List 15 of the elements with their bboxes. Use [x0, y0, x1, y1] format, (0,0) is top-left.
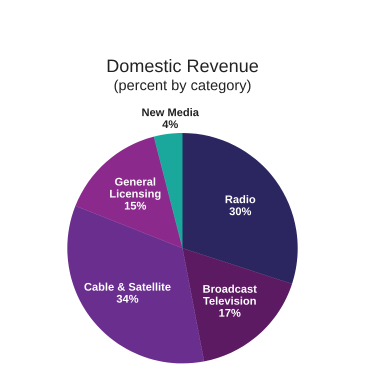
- data-label: 34%: [116, 294, 138, 303]
- pie-slice: [75, 136, 182, 248]
- pie-slice: [182, 133, 298, 284]
- chart-subtitle: (percent by category): [114, 80, 250, 94]
- slice-label: General Licensing: [110, 177, 160, 200]
- data-label: 15%: [124, 202, 146, 210]
- chart-title: Domestic Revenue: [108, 58, 258, 72]
- slice-label: New Media: [142, 108, 200, 116]
- data-label: 17%: [219, 308, 241, 317]
- slice-label: Broadcast Television: [203, 284, 257, 305]
- data-label: 4%: [162, 120, 178, 128]
- data-label: 30%: [229, 207, 252, 216]
- slice-label: Cable & Satellite: [84, 282, 171, 291]
- slice-label: Radio: [226, 195, 256, 204]
- pie-slice: [182, 248, 292, 362]
